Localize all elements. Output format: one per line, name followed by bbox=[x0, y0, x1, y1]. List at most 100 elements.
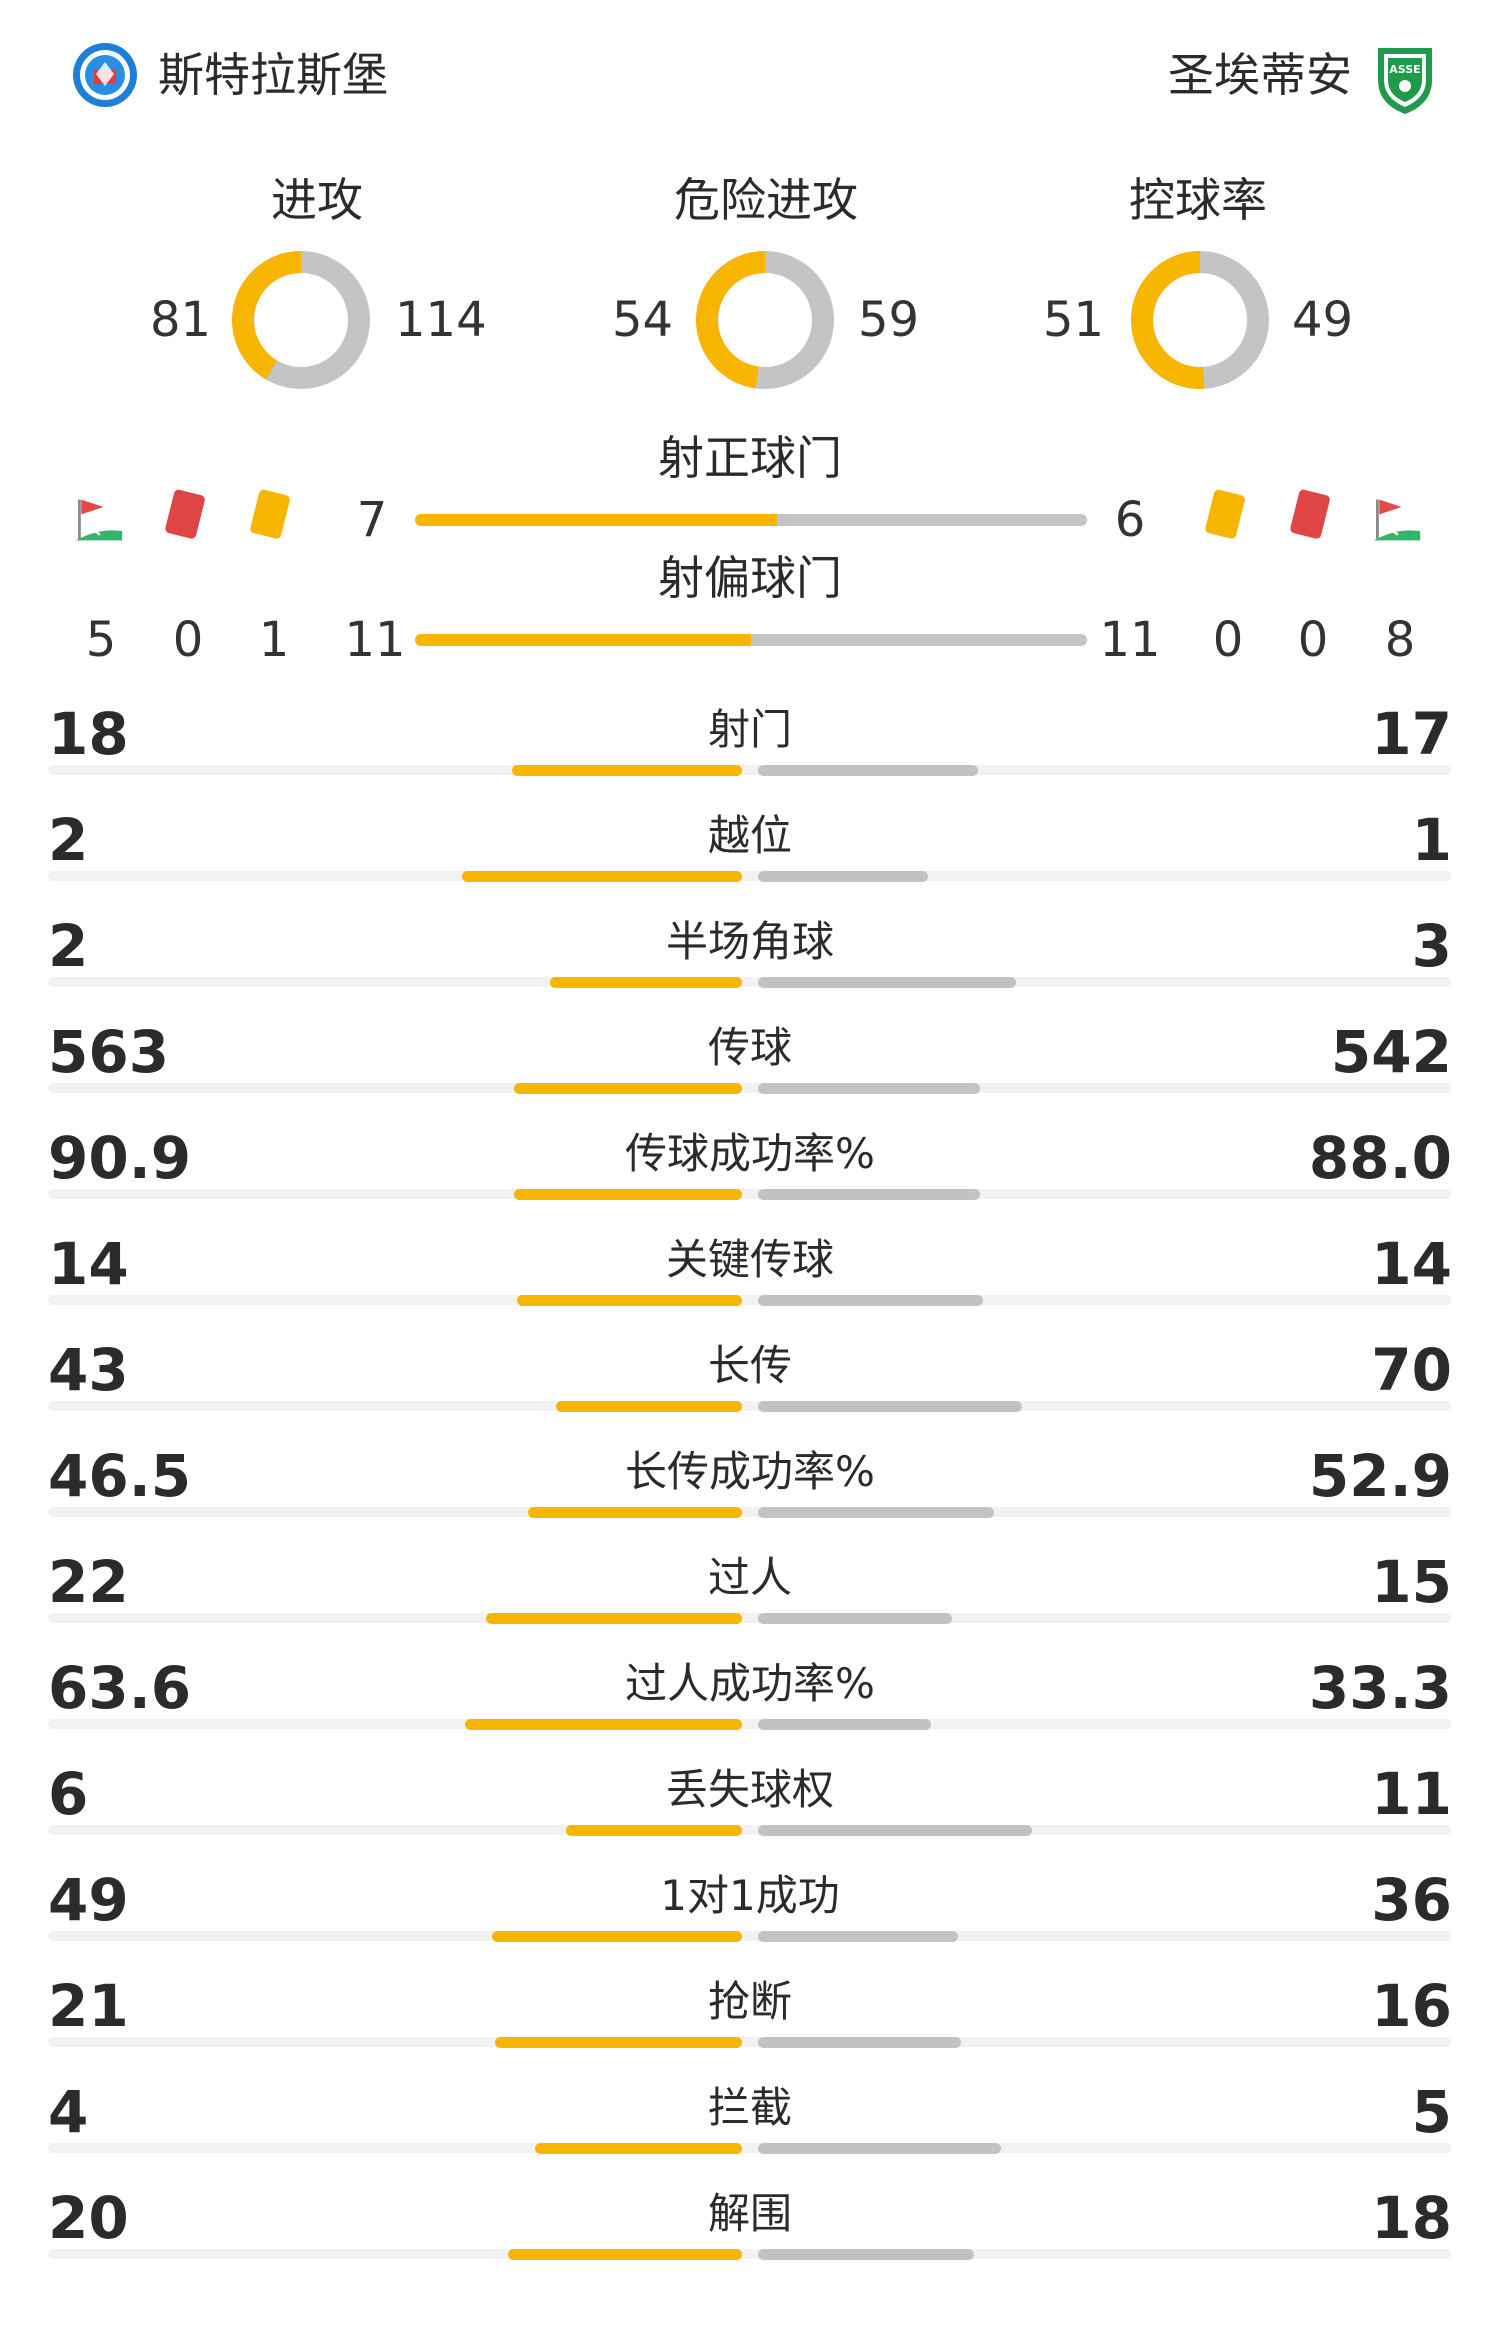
stat-away-value: 542 bbox=[1330, 1018, 1452, 1086]
stat-bar-track bbox=[48, 1931, 1452, 1941]
circle-away-value: 59 bbox=[858, 292, 920, 348]
stat-away-bar bbox=[758, 2037, 961, 2048]
stat-row: 20 解围 18 bbox=[0, 2174, 1500, 2280]
off-target-title: 射偏球门 bbox=[658, 551, 842, 605]
stat-away-value: 17 bbox=[1371, 700, 1452, 768]
stat-bar-track bbox=[48, 977, 1452, 987]
stat-name: 丢失球权 bbox=[665, 1765, 834, 1814]
away-red-cards-value: 0 bbox=[1297, 612, 1329, 668]
stat-home-bar bbox=[491, 1931, 742, 1942]
red-card-icon bbox=[1290, 489, 1330, 539]
circle-home-value: 81 bbox=[150, 292, 212, 348]
red-card-icon bbox=[165, 489, 205, 539]
stat-home-value: 90.9 bbox=[48, 1124, 192, 1192]
stat-name: 过人成功率% bbox=[625, 1659, 875, 1708]
stat-name: 过人 bbox=[707, 1553, 792, 1602]
off-target-home-fill bbox=[415, 634, 751, 646]
stat-away-bar bbox=[758, 1719, 932, 1730]
stat-name: 传球成功率% bbox=[625, 1129, 875, 1178]
away-team-header[interactable]: 圣埃蒂安 ASSE bbox=[1100, 40, 1440, 114]
stat-home-bar bbox=[556, 1401, 742, 1412]
stat-home-value: 21 bbox=[48, 1972, 129, 2040]
home-red-cards-value: 0 bbox=[172, 612, 204, 668]
stat-away-bar bbox=[758, 1507, 994, 1518]
ring-home-segment bbox=[696, 251, 834, 389]
home-team-logo bbox=[73, 43, 137, 107]
stat-row: 4 拦截 5 bbox=[0, 2068, 1500, 2174]
stat-away-bar bbox=[758, 765, 979, 776]
away-team-logo-text: ASSE bbox=[1389, 63, 1420, 76]
stat-away-value: 70 bbox=[1371, 1336, 1452, 1404]
stat-name: 拦截 bbox=[707, 2083, 792, 2132]
stat-bar-track bbox=[48, 1719, 1452, 1729]
stat-home-bar bbox=[514, 1189, 742, 1200]
stat-row: 563 传球 542 bbox=[0, 1008, 1500, 1114]
stat-row: 63.6 过人成功率% 33.3 bbox=[0, 1644, 1500, 1750]
stat-away-bar bbox=[758, 2249, 975, 2260]
stat-home-bar bbox=[462, 871, 742, 882]
home-team-header[interactable]: 斯特拉斯堡 bbox=[70, 40, 430, 110]
stat-home-value: 22 bbox=[48, 1548, 129, 1616]
stat-bar-track bbox=[48, 2037, 1452, 2047]
off-target-away-value: 11 bbox=[1099, 612, 1161, 668]
stat-row: 90.9 传球成功率% 88.0 bbox=[0, 1114, 1500, 1220]
corner-flag-icon bbox=[1373, 499, 1421, 541]
home-corners-value: 5 bbox=[85, 612, 117, 668]
stat-bar-track bbox=[48, 1613, 1452, 1623]
stat-row: 2 半场角球 3 bbox=[0, 902, 1500, 1008]
home-team-name: 斯特拉斯堡 bbox=[158, 48, 388, 102]
stat-away-value: 16 bbox=[1371, 1972, 1452, 2040]
stat-name: 长传 bbox=[707, 1341, 792, 1390]
on-target-away-value: 6 bbox=[1114, 492, 1146, 548]
stat-away-bar bbox=[758, 1083, 980, 1094]
stat-bar-track bbox=[48, 1825, 1452, 1835]
ring-home-segment bbox=[1131, 251, 1269, 389]
off-target-home-value: 11 bbox=[344, 612, 406, 668]
stat-home-value: 18 bbox=[48, 700, 129, 768]
circle-away-value: 49 bbox=[1292, 292, 1354, 348]
circle-title: 进攻 bbox=[271, 173, 363, 227]
stat-name: 1对1成功 bbox=[660, 1871, 840, 1920]
stat-away-value: 11 bbox=[1371, 1760, 1452, 1828]
stat-name: 越位 bbox=[707, 811, 792, 860]
stat-away-bar bbox=[758, 977, 1016, 988]
stat-home-bar bbox=[565, 1825, 742, 1836]
away-yellow-cards-value: 0 bbox=[1212, 612, 1244, 668]
stat-away-value: 88.0 bbox=[1308, 1124, 1452, 1192]
stat-home-bar bbox=[494, 2037, 742, 2048]
stat-home-value: 2 bbox=[48, 806, 89, 874]
circle-title: 危险进攻 bbox=[674, 173, 858, 227]
stat-bar-track bbox=[48, 1295, 1452, 1305]
stat-home-bar bbox=[465, 1719, 742, 1730]
stat-row: 22 过人 15 bbox=[0, 1538, 1500, 1644]
stat-away-value: 52.9 bbox=[1308, 1442, 1452, 1510]
stat-name: 射门 bbox=[707, 705, 792, 754]
stat-home-bar bbox=[508, 2249, 742, 2260]
stat-away-value: 33.3 bbox=[1308, 1654, 1452, 1722]
stat-row: 46.5 长传成功率% 52.9 bbox=[0, 1432, 1500, 1538]
attack-ring-chart bbox=[232, 251, 370, 389]
stat-away-value: 18 bbox=[1371, 2184, 1452, 2252]
away-team-logo: ASSE bbox=[1378, 48, 1432, 114]
stat-row: 18 射门 17 bbox=[0, 690, 1500, 796]
stat-away-bar bbox=[758, 1613, 952, 1624]
stat-home-value: 563 bbox=[48, 1018, 170, 1086]
stat-home-value: 2 bbox=[48, 912, 89, 980]
stat-name: 抢断 bbox=[707, 1977, 792, 2026]
stat-away-bar bbox=[758, 1825, 1032, 1836]
stat-bar-track bbox=[48, 2249, 1452, 2259]
stat-bar-track bbox=[48, 1401, 1452, 1411]
ring-home-segment bbox=[232, 251, 370, 389]
stat-row: 2 越位 1 bbox=[0, 796, 1500, 902]
stat-away-bar bbox=[758, 1189, 981, 1200]
stat-bar-track bbox=[48, 1507, 1452, 1517]
stat-home-value: 46.5 bbox=[48, 1442, 192, 1510]
stat-home-value: 14 bbox=[48, 1230, 129, 1298]
stat-home-value: 6 bbox=[48, 1760, 89, 1828]
stat-home-bar bbox=[535, 2143, 742, 2154]
stat-bar-track bbox=[48, 1189, 1452, 1199]
stat-home-bar bbox=[517, 1295, 742, 1306]
stat-away-bar bbox=[758, 1295, 983, 1306]
stat-home-value: 20 bbox=[48, 2184, 129, 2252]
stat-away-value: 5 bbox=[1411, 2078, 1452, 2146]
